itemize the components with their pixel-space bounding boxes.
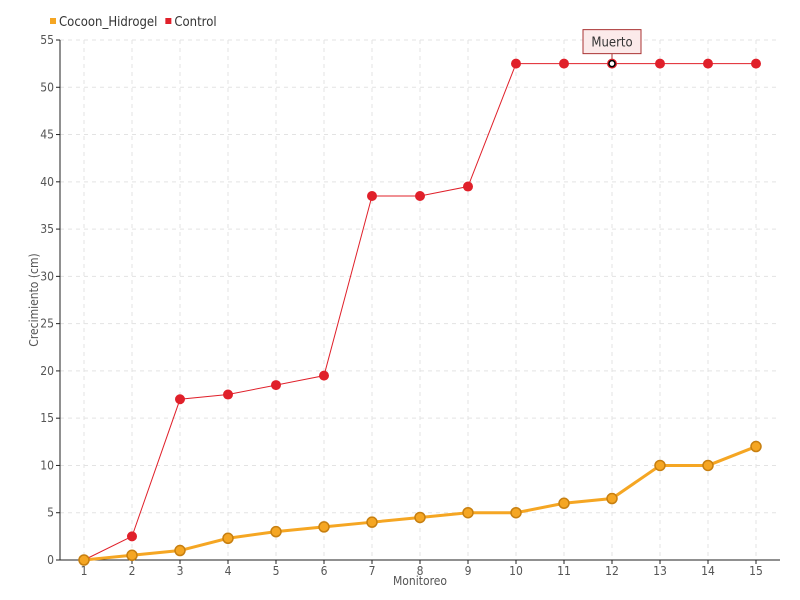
legend-swatch	[165, 18, 172, 24]
data-point[interactable]	[414, 511, 426, 524]
legend-label: Control	[174, 15, 216, 30]
data-point[interactable]	[510, 506, 522, 519]
legend-item-control[interactable]: Control	[165, 15, 217, 30]
data-point[interactable]	[367, 191, 377, 201]
data-point[interactable]	[270, 525, 282, 538]
data-point[interactable]	[558, 497, 570, 510]
y-tick-label: 30	[40, 269, 54, 283]
data-point[interactable]	[703, 58, 713, 69]
y-tick-label: 25	[40, 317, 54, 331]
x-tick-label: 1	[81, 564, 88, 578]
data-point[interactable]	[462, 506, 474, 519]
y-tick-label: 20	[40, 364, 54, 378]
x-axis-title: Monitoreo	[393, 574, 447, 588]
annotations: Muerto	[582, 29, 642, 68]
x-tick-label: 6	[321, 564, 328, 578]
data-point[interactable]	[318, 521, 330, 533]
legend-item-cocoon-hidrogel[interactable]: Cocoon_Hidrogel	[50, 15, 157, 30]
data-point[interactable]	[319, 370, 329, 381]
annotation-tooltip: Muerto	[582, 29, 642, 68]
annotation-box	[582, 29, 642, 55]
data-point[interactable]	[127, 531, 137, 542]
series-cocoon-hidrogel	[78, 440, 762, 566]
data-point[interactable]	[366, 516, 378, 528]
data-point[interactable]	[174, 544, 186, 557]
y-tick-label: 5	[47, 506, 54, 520]
y-tick-label: 55	[40, 33, 54, 47]
annotation-text: Muerto	[591, 36, 632, 51]
data-point[interactable]	[702, 459, 714, 472]
y-tick-label: 35	[40, 222, 54, 236]
x-tick-label: 9	[465, 564, 472, 578]
data-point[interactable]	[559, 58, 569, 69]
x-tick-label: 4	[225, 564, 232, 578]
x-tick-label: 5	[273, 564, 280, 578]
data-point[interactable]	[654, 459, 666, 472]
y-tick-label: 50	[40, 80, 54, 94]
x-tick-label: 7	[369, 564, 376, 578]
highlighted-point	[608, 59, 616, 68]
grid	[60, 39, 780, 560]
y-tick-label: 40	[40, 175, 54, 189]
data-point[interactable]	[126, 549, 138, 562]
x-tick-label: 10	[509, 564, 523, 578]
legend-swatch	[50, 18, 56, 24]
x-tick-label: 3	[177, 564, 184, 578]
x-tick-label: 14	[701, 564, 715, 578]
series	[78, 58, 762, 566]
x-tick-label: 15	[749, 564, 763, 578]
x-tick-label: 13	[653, 564, 667, 578]
data-point[interactable]	[655, 58, 665, 69]
data-point[interactable]	[750, 440, 762, 453]
data-point[interactable]	[606, 492, 618, 505]
series-control	[79, 58, 761, 565]
y-tick-label: 15	[40, 411, 54, 425]
data-point[interactable]	[223, 389, 233, 400]
y-axis-title: Crecimiento (cm)	[27, 253, 41, 346]
x-tick-label: 8	[417, 564, 424, 578]
legend-label: Cocoon_Hidrogel	[59, 15, 157, 30]
y-tick-label: 0	[47, 553, 54, 567]
data-point[interactable]	[751, 58, 761, 69]
y-tick-label: 10	[40, 458, 54, 472]
y-tick-label: 45	[40, 128, 54, 142]
data-point[interactable]	[222, 532, 234, 545]
data-point[interactable]	[463, 181, 473, 192]
x-tick-label: 11	[557, 564, 571, 578]
data-point[interactable]	[78, 554, 90, 566]
y-tick-labels: 0 5 10 15 20 25 30 35 40 45 50 55	[40, 33, 60, 567]
data-point[interactable]	[415, 191, 425, 201]
x-tick-label: 12	[605, 564, 619, 578]
data-point[interactable]	[175, 394, 185, 405]
data-point[interactable]	[271, 380, 281, 391]
legend[interactable]: Cocoon_Hidrogel Control	[50, 15, 217, 30]
x-tick-label: 2	[129, 564, 136, 578]
x-tick-labels: 1 2 3 4 5 6 7 8 9 10 11 12 13 14 15	[81, 560, 763, 578]
data-point[interactable]	[511, 58, 521, 69]
